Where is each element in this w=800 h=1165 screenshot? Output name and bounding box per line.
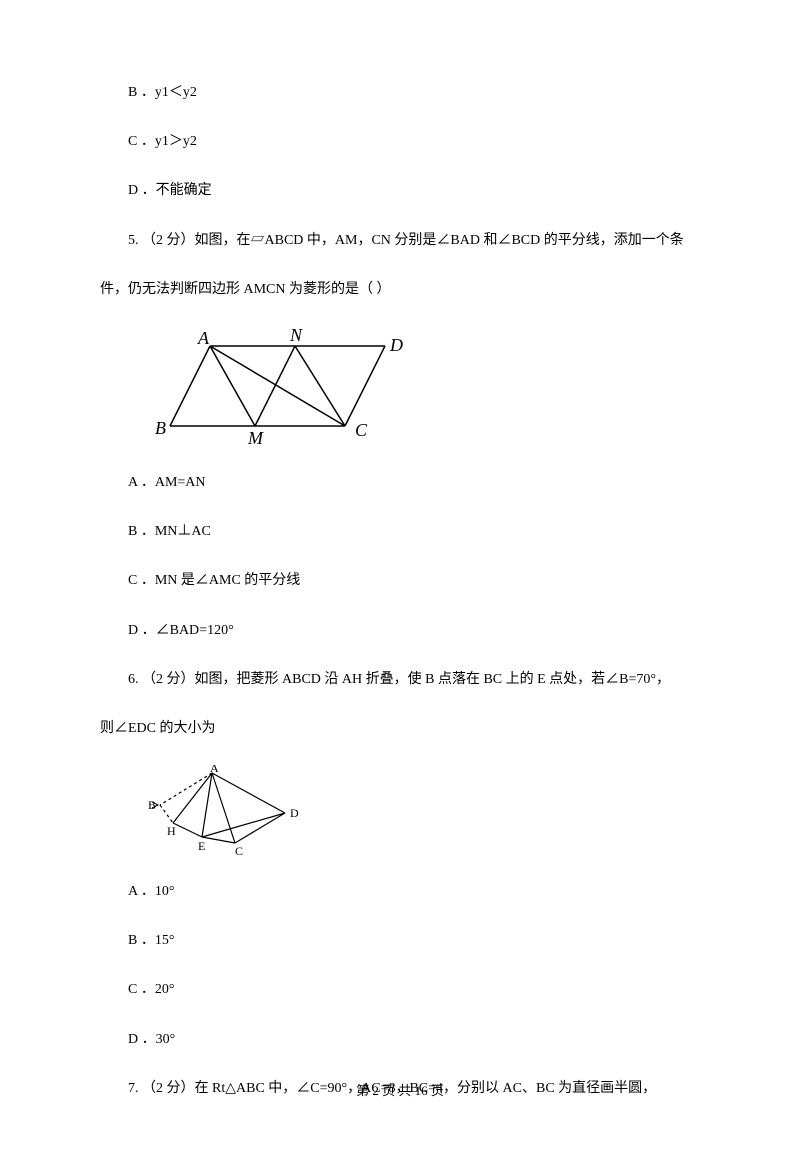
parallelogram-diagram: A N D B M C — [140, 326, 420, 446]
q5-stem-line1: 5. （2 分）如图，在▱ABCD 中，AM，CN 分别是∠BAD 和∠BCD … — [100, 228, 700, 253]
q5-option-d: D ．∠BAD=120° — [100, 618, 700, 643]
q6-stem-line2: 则∠EDC 的大小为 — [100, 716, 700, 741]
rhombus-fold-diagram: A BH E C D — [140, 765, 320, 855]
svg-text:H: H — [167, 824, 176, 838]
q6-option-c: C ．20° — [100, 977, 700, 1002]
q5-option-a: A ．AM=AN — [100, 470, 700, 495]
page-content: B ．y1＜y2 C ．y1＞y2 D ．不能确定 5. （2 分）如图，在▱A… — [0, 0, 800, 1165]
svg-text:E: E — [198, 839, 205, 853]
q4-option-c: C ．y1＞y2 — [100, 129, 700, 154]
q4-option-d: D ．不能确定 — [100, 178, 700, 203]
q5-option-c: C ．MN 是∠AMC 的平分线 — [100, 568, 700, 593]
q5-figure: A N D B M C — [140, 326, 700, 446]
svg-text:N: N — [289, 326, 303, 345]
svg-text:B: B — [148, 798, 156, 812]
svg-text:C: C — [235, 844, 243, 855]
q6-option-b: B ．15° — [100, 928, 700, 953]
q5-stem-line2: 件，仍无法判断四边形 AMCN 为菱形的是（ ） — [100, 277, 700, 302]
q5-option-b: B ．MN⊥AC — [100, 519, 700, 544]
svg-text:D: D — [290, 806, 299, 820]
svg-text:A: A — [210, 765, 219, 775]
q6-figure: A BH E C D — [140, 765, 700, 855]
q4-option-b: B ．y1＜y2 — [100, 80, 700, 105]
q6-option-a: A ．10° — [100, 879, 700, 904]
svg-text:A: A — [197, 328, 210, 348]
svg-text:C: C — [355, 420, 368, 440]
svg-text:B: B — [155, 418, 166, 438]
page-footer: 第 2 页 共 16 页 — [0, 1079, 800, 1102]
q6-option-d: D ．30° — [100, 1027, 700, 1052]
q6-stem-line1: 6. （2 分）如图，把菱形 ABCD 沿 AH 折叠，使 B 点落在 BC 上… — [100, 667, 700, 692]
svg-text:D: D — [389, 335, 403, 355]
svg-text:M: M — [247, 428, 264, 446]
